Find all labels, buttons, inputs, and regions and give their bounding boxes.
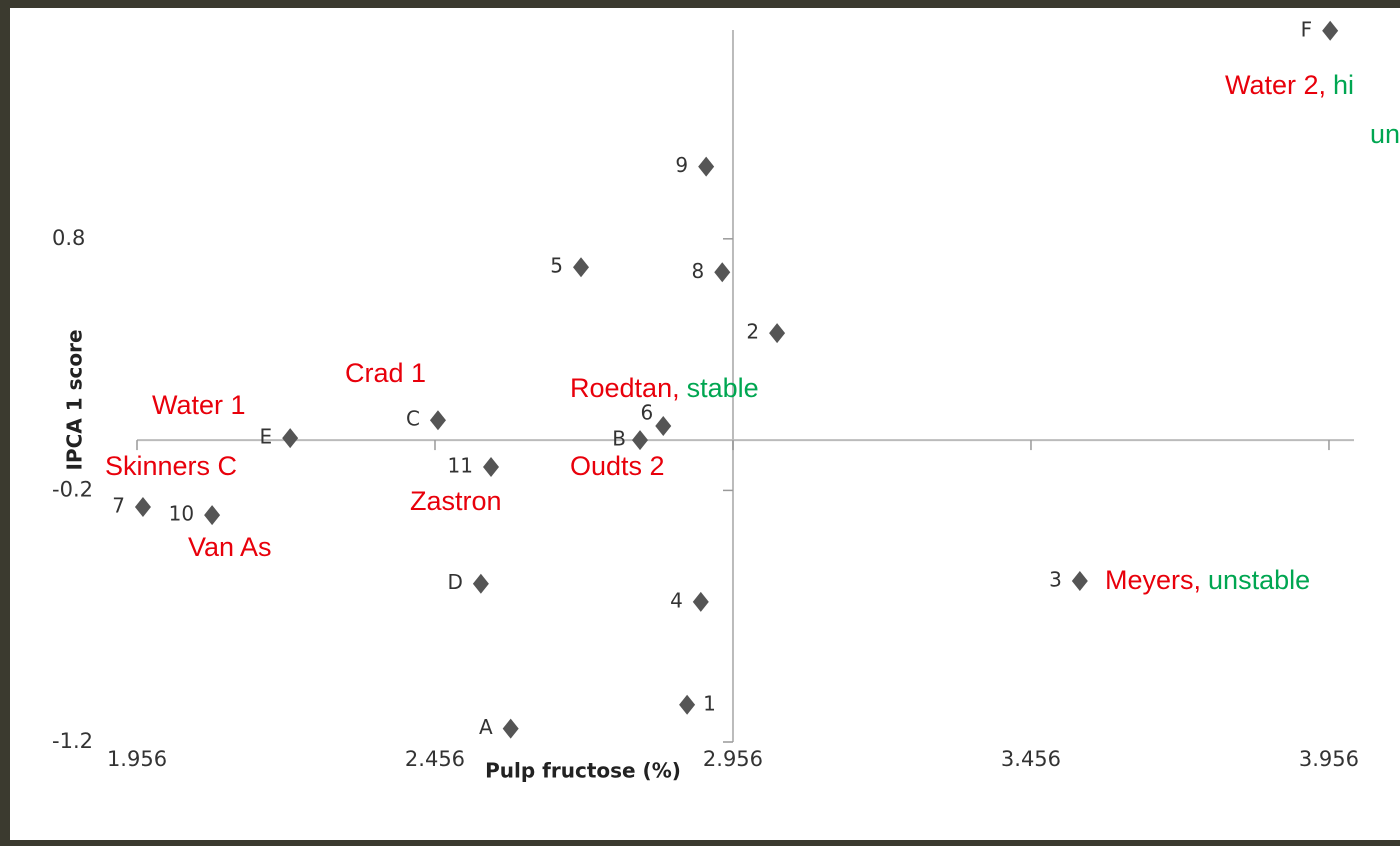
point-label: 6 — [641, 401, 654, 425]
annotation-part: Zastron — [410, 486, 502, 516]
x-tick-label: 2.956 — [703, 747, 763, 771]
marker — [204, 505, 221, 526]
annotation-part: hi — [1333, 70, 1354, 100]
point-label: 10 — [169, 502, 194, 526]
annotation: Roedtan, stable — [570, 373, 759, 403]
annotation: Van As — [188, 532, 272, 562]
x-tick-label: 3.456 — [1001, 747, 1061, 771]
marker — [282, 428, 299, 449]
y-tick-label: -0.2 — [52, 477, 93, 501]
point-label: 7 — [112, 494, 125, 518]
annotation: Crad 1 — [345, 358, 426, 388]
annotation: Oudts 2 — [570, 451, 665, 481]
x-axis-title: Pulp fructose (%) — [485, 759, 681, 783]
annotation: Water 2, hi — [1225, 70, 1354, 100]
point-label: 1 — [703, 691, 716, 715]
y-tick-label: 0.8 — [52, 226, 85, 250]
annotation: un — [1370, 119, 1400, 149]
marker — [134, 497, 151, 518]
marker — [573, 257, 590, 278]
annotation-part: Water 2, — [1225, 70, 1326, 100]
marker — [698, 156, 715, 177]
annotation-part: Van As — [188, 532, 272, 562]
point-label: C — [406, 407, 420, 431]
annotation-part: stable — [687, 373, 759, 403]
point-label: B — [612, 427, 626, 451]
marker — [632, 430, 649, 451]
point-label: 5 — [550, 254, 563, 278]
annotation-part: Roedtan, — [570, 373, 680, 403]
annotation-part: Oudts 2 — [570, 451, 665, 481]
point-label: 2 — [746, 320, 759, 344]
marker — [655, 416, 672, 437]
marker — [714, 262, 731, 283]
point-label: D — [447, 570, 462, 594]
annotation-part: Meyers, — [1105, 565, 1201, 595]
point-label: F — [1301, 17, 1313, 41]
point-label: 9 — [675, 153, 688, 177]
x-tick-label: 3.956 — [1299, 747, 1359, 771]
point-label: 11 — [448, 454, 473, 478]
marker — [483, 457, 500, 478]
marker — [692, 591, 709, 612]
marker — [1071, 570, 1088, 591]
x-tick-label: 2.456 — [405, 747, 465, 771]
point-label: 3 — [1049, 567, 1062, 591]
annotation: Meyers, unstable — [1105, 565, 1310, 595]
annotation: Water 1 — [152, 390, 246, 420]
marker — [472, 573, 489, 594]
marker — [1322, 20, 1339, 41]
annotation-part: Skinners C — [105, 451, 237, 481]
point-label: 4 — [670, 588, 683, 612]
annotation-part: Water 1 — [152, 390, 246, 420]
marker — [502, 718, 519, 739]
annotation: Zastron — [410, 486, 502, 516]
annotation-part: un — [1370, 119, 1400, 149]
point-label: 8 — [692, 259, 705, 283]
point-label: A — [479, 715, 493, 739]
plot-background — [10, 8, 1400, 840]
marker — [679, 694, 696, 715]
annotation: Skinners C — [105, 451, 237, 481]
x-tick-label: 1.956 — [107, 747, 167, 771]
marker — [429, 410, 446, 431]
y-axis-title: IPCA 1 score — [63, 329, 87, 470]
point-label: E — [260, 425, 273, 449]
marker — [769, 323, 786, 344]
annotation-part: unstable — [1208, 565, 1310, 595]
annotation-part: Crad 1 — [345, 358, 426, 388]
y-tick-label: -1.2 — [52, 729, 93, 753]
